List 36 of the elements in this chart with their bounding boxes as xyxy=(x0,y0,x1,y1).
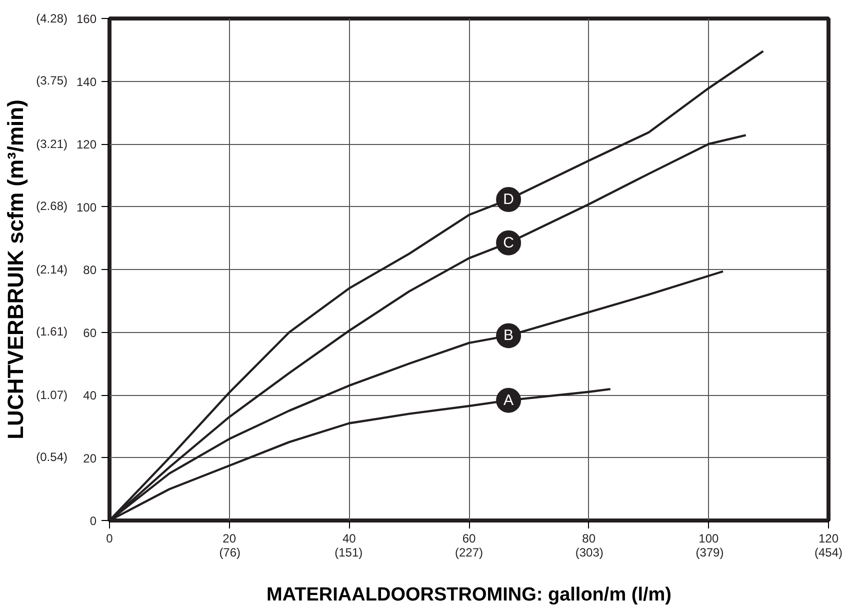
x2-tick-label: (379) xyxy=(696,546,724,560)
y2-tick-label: (2.68) xyxy=(36,199,68,214)
y-tick-label: 40 xyxy=(83,388,97,402)
x-tick-label: 0 xyxy=(106,532,114,546)
x2-tick-label: (303) xyxy=(575,546,604,560)
x-tick-label: 60 xyxy=(462,532,476,546)
x2-tick-label: (151) xyxy=(334,546,363,560)
y-tick-label: 160 xyxy=(76,12,97,26)
x2-tick-label: (227) xyxy=(454,546,484,560)
y-tick-label: 20 xyxy=(83,451,97,466)
series-label: A xyxy=(504,392,514,409)
y-tick-label: 100 xyxy=(76,200,97,214)
y-tick-label: 140 xyxy=(76,74,97,89)
x-tick-label: 40 xyxy=(342,532,356,546)
x2-tick-label: (454) xyxy=(814,546,843,560)
x2-tick-label: (76) xyxy=(219,546,241,560)
y-tick-label: 120 xyxy=(76,138,97,152)
series-label: C xyxy=(503,234,514,252)
y2-tick-label: (1.07) xyxy=(36,388,68,402)
x-tick-label: 80 xyxy=(582,532,596,546)
y2-tick-label: (3.21) xyxy=(36,137,68,151)
y2-tick-label: (0.54) xyxy=(36,450,68,464)
y2-tick-label: (3.75) xyxy=(36,74,68,88)
y-tick-label: 60 xyxy=(83,326,97,340)
x-tick-label: 20 xyxy=(222,532,236,546)
x-tick-label: 100 xyxy=(698,532,720,546)
y2-tick-label: (1.61) xyxy=(36,324,68,339)
x-axis-title: MATERIAALDOORSTROMING: gallon/m (l/m) xyxy=(266,584,672,606)
y2-tick-label: (2.14) xyxy=(36,262,68,276)
x-tick-label: 120 xyxy=(818,532,839,546)
series-label: B xyxy=(504,327,514,344)
y2-tick-label: (4.28) xyxy=(36,12,68,26)
series-label: D xyxy=(503,191,514,208)
y-tick-label: 80 xyxy=(83,263,97,277)
y-tick-label: 0 xyxy=(90,514,97,528)
y2-axis-title: LUCHTVERBRUIK scfm (m³/min) xyxy=(3,100,28,440)
